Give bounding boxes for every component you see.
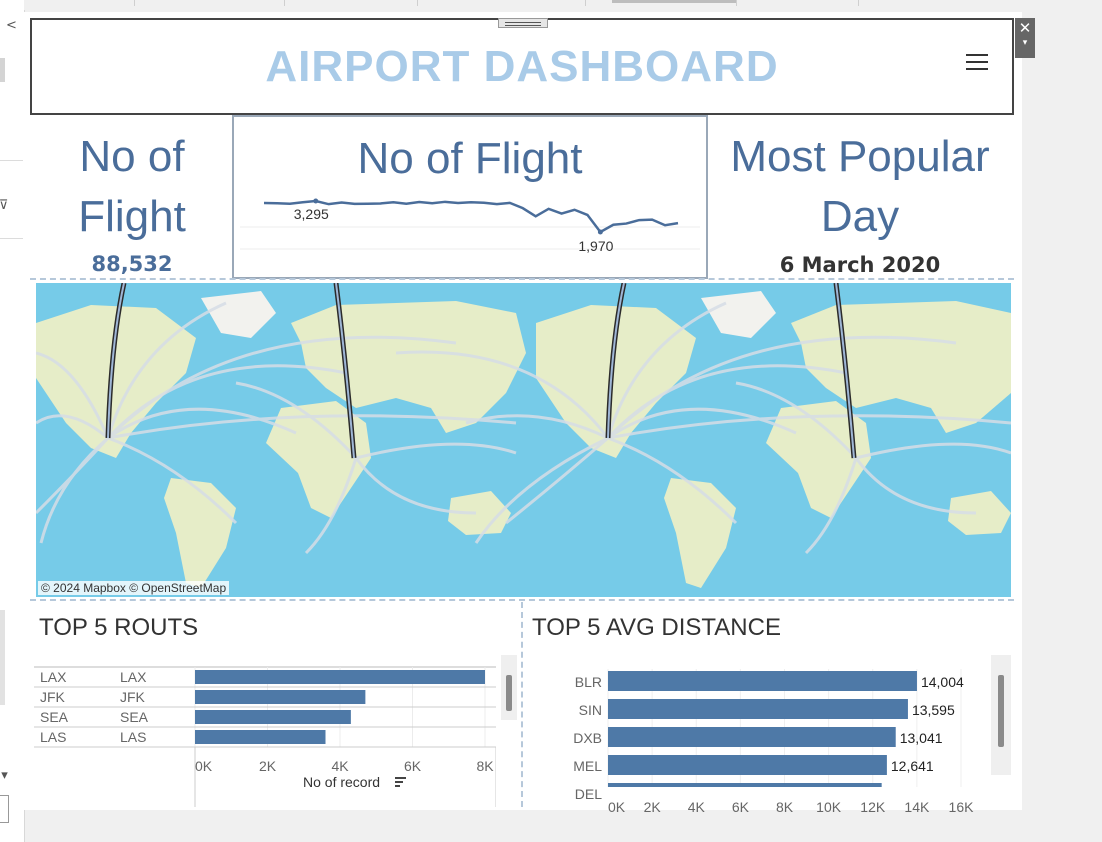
map-attribution[interactable]: © 2024 Mapbox © OpenStreetMap bbox=[38, 581, 230, 595]
distance-tick-label: 6K bbox=[732, 799, 750, 812]
close-icon[interactable]: ✕ bbox=[1018, 19, 1032, 37]
kpi-popular-day-label-line2: Day bbox=[820, 192, 900, 241]
distance-tick-label: 14K bbox=[904, 799, 930, 812]
top-routes-chart[interactable]: LAX LAX JFK JFK SEA SEA LAS LAS 0K 2K 4K 6K 8K bbox=[34, 647, 496, 807]
routes-scrollbar[interactable] bbox=[501, 655, 517, 720]
sparkline-max-label: 3,295 bbox=[294, 206, 329, 222]
top-routes-title: TOP 5 ROUTS bbox=[39, 614, 199, 641]
panel-indicator bbox=[0, 58, 5, 82]
routes-origin-label: SEA bbox=[40, 709, 69, 725]
panel-divider bbox=[0, 160, 23, 161]
routes-origin-label: LAS bbox=[40, 729, 66, 745]
routes-origin-label: JFK bbox=[40, 689, 66, 705]
tab-divider bbox=[134, 0, 135, 6]
routes-destination-label: JFK bbox=[120, 689, 146, 705]
distance-bar bbox=[608, 671, 917, 691]
sparkline-max-marker bbox=[313, 198, 319, 204]
sparkline-min-marker bbox=[597, 229, 603, 235]
chevron-down-icon[interactable]: ▾ bbox=[1022, 38, 1028, 48]
sort-icon[interactable] bbox=[395, 777, 406, 787]
routes-origin-label: LAX bbox=[40, 669, 67, 685]
kpi-popular-day-value: 6 March 2020 bbox=[779, 253, 941, 277]
tab-strip bbox=[24, 0, 1102, 10]
routes-tick-label: 4K bbox=[331, 758, 349, 774]
flight-routes-map[interactable]: © 2024 Mapbox © OpenStreetMap bbox=[36, 283, 1011, 597]
distance-data-label: 13,041 bbox=[900, 730, 943, 746]
filter-icon[interactable]: ⊽ bbox=[0, 198, 9, 213]
distance-bar bbox=[608, 727, 896, 747]
distance-bar bbox=[608, 699, 908, 719]
distance-scrollbar[interactable] bbox=[991, 655, 1011, 775]
tab-divider bbox=[585, 0, 586, 6]
routes-axis-title: No of record bbox=[303, 774, 381, 790]
routes-tick-label: 8K bbox=[476, 758, 494, 774]
distance-category-label: BLR bbox=[575, 674, 602, 690]
sparkline-line bbox=[263, 199, 679, 234]
routes-destination-label: LAX bbox=[120, 669, 147, 685]
flights-trend-panel[interactable]: No of Flight 3,295 1,970 bbox=[232, 115, 708, 279]
header-container: AIRPORT DASHBOARD bbox=[30, 18, 1014, 115]
distance-category-label: DEL bbox=[575, 786, 602, 802]
kpi-flights-value: 88,532 bbox=[91, 252, 173, 276]
distance-tick-label: 4K bbox=[688, 799, 706, 812]
kpi-flights-label-line1: No of bbox=[79, 132, 185, 181]
distance-category-label: SIN bbox=[579, 702, 602, 718]
distance-data-label: 12,641 bbox=[891, 758, 934, 774]
distance-bar bbox=[608, 755, 887, 775]
routes-tick-label: 2K bbox=[259, 758, 277, 774]
top-distance-title: TOP 5 AVG DISTANCE bbox=[532, 614, 781, 641]
routes-destination-label: SEA bbox=[120, 709, 149, 725]
panel-divider bbox=[0, 238, 23, 239]
scroll-down-icon[interactable]: ▾ bbox=[1, 768, 8, 783]
dashboard-canvas: AIRPORT DASHBOARD No of Flight 88,532 No… bbox=[24, 12, 1022, 812]
close-panel-button[interactable]: ✕ ▾ bbox=[1015, 18, 1035, 58]
distance-tick-label: 12K bbox=[860, 799, 886, 812]
section-divider bbox=[30, 278, 1014, 280]
menu-icon[interactable] bbox=[966, 54, 988, 70]
routes-bar bbox=[195, 710, 351, 724]
dashboard-title: AIRPORT DASHBOARD bbox=[265, 42, 779, 91]
side-panel: < ⊽ ▾ bbox=[0, 0, 25, 842]
top-distance-chart[interactable]: BLR 14,004 SIN 13,595 DXB 13,041 MEL 12,641 DEL 0… bbox=[524, 647, 994, 812]
flights-sparkline: 3,295 1,970 bbox=[240, 198, 700, 254]
distance-bar bbox=[608, 783, 882, 787]
map-graphic bbox=[36, 283, 1011, 588]
distance-tick-label: 8K bbox=[776, 799, 794, 812]
section-divider bbox=[521, 602, 523, 807]
routes-bar bbox=[195, 690, 366, 704]
flights-trend-title: No of Flight bbox=[357, 134, 583, 183]
distance-category-label: DXB bbox=[573, 730, 602, 746]
distance-tick-label: 16K bbox=[949, 799, 975, 812]
routes-tick-label: 6K bbox=[404, 758, 422, 774]
tab-divider bbox=[858, 0, 859, 6]
tab-divider bbox=[284, 0, 285, 6]
distance-tick-label: 10K bbox=[816, 799, 842, 812]
section-divider bbox=[30, 599, 1014, 601]
tab-divider bbox=[417, 0, 418, 6]
distance-tick-label: 2K bbox=[644, 799, 662, 812]
active-tab-indicator[interactable] bbox=[612, 0, 736, 3]
panel-input[interactable] bbox=[0, 795, 9, 823]
kpi-flights-label-line2: Flight bbox=[78, 192, 186, 241]
tab-divider bbox=[736, 0, 737, 6]
kpi-popular-day-label-line1: Most Popular bbox=[730, 132, 990, 181]
routes-bar bbox=[195, 670, 485, 684]
routes-destination-label: LAS bbox=[120, 729, 146, 745]
distance-data-label: 14,004 bbox=[921, 674, 964, 690]
distance-category-label: MEL bbox=[573, 758, 602, 774]
kpi-popular-day-label: Most Popular Day bbox=[708, 127, 1012, 247]
routes-scrollbar-thumb[interactable] bbox=[506, 675, 512, 711]
kpi-flights-label: No of Flight bbox=[24, 127, 240, 247]
distance-data-label: 13,595 bbox=[912, 702, 955, 718]
drag-handle[interactable] bbox=[498, 18, 548, 28]
routes-bar bbox=[195, 730, 326, 744]
routes-tick-label: 0K bbox=[195, 758, 213, 774]
sparkline-min-label: 1,970 bbox=[578, 238, 613, 254]
collapse-panel-button[interactable]: < bbox=[6, 18, 17, 33]
distance-tick-label: 0K bbox=[608, 799, 626, 812]
distance-scrollbar-thumb[interactable] bbox=[998, 675, 1004, 747]
panel-scrollbar[interactable] bbox=[0, 610, 5, 705]
